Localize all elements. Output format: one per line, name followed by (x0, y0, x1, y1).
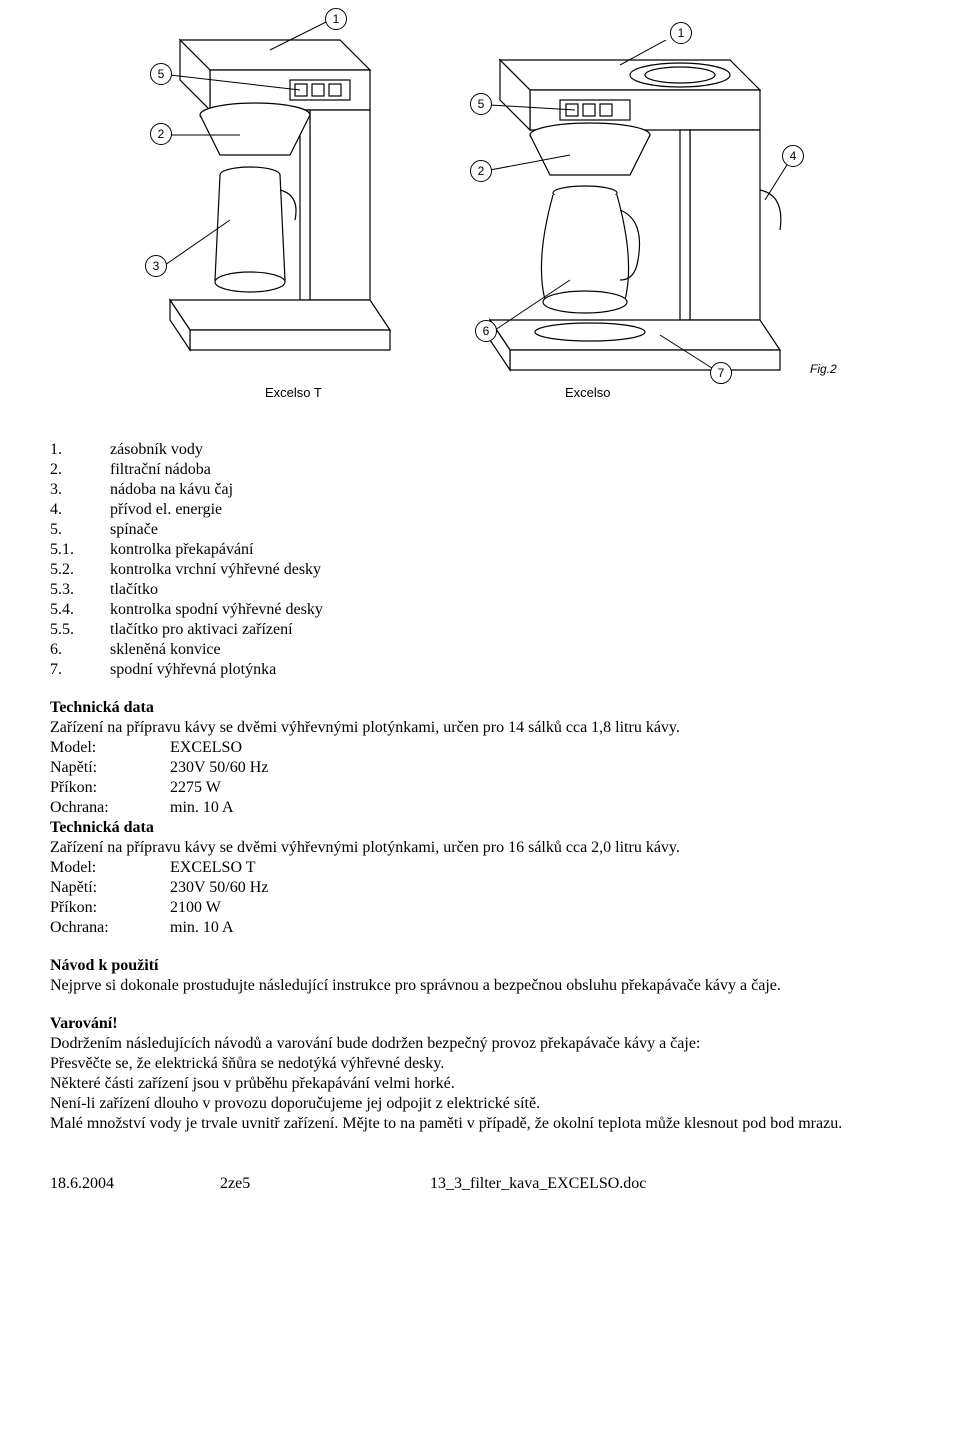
parts-row: 3.nádoba na kávu čaj (50, 480, 910, 500)
callout-r4: 4 (782, 145, 804, 167)
callout-r5: 5 (470, 93, 492, 115)
parts-row: 7.spodní výhřevná plotýnka (50, 660, 910, 680)
tech2-desc: Zařízení na přípravu kávy se dvěmi výhře… (50, 838, 910, 858)
spec-row: Napětí:230V 50/60 Hz (50, 758, 910, 778)
spec-key: Příkon: (50, 778, 170, 798)
spec-row: Příkon:2275 W (50, 778, 910, 798)
parts-text: filtrační nádoba (110, 460, 910, 480)
page-footer: 18.6.2004 2ze5 13_3_filter_kava_EXCELSO.… (50, 1174, 910, 1194)
machine-svg (460, 40, 790, 400)
callout-1: 1 (325, 8, 347, 30)
label-excelso: Excelso (565, 385, 611, 401)
warning-line: Dodržením následujících návodů a varován… (50, 1034, 910, 1054)
spec-val: EXCELSO (170, 738, 910, 758)
parts-row: 1.zásobník vody (50, 440, 910, 460)
product-diagram: 1 2 3 5 (110, 20, 910, 410)
parts-text: kontrolka překapávání (110, 540, 910, 560)
spec-key: Model: (50, 738, 170, 758)
parts-text: zásobník vody (110, 440, 910, 460)
parts-num: 5.3. (50, 580, 110, 600)
footer-date: 18.6.2004 (50, 1174, 220, 1194)
machine-excelso-t: 1 2 3 5 (140, 20, 400, 380)
fig-label: Fig.2 (810, 362, 837, 377)
tech1-desc: Zařízení na přípravu kávy se dvěmi výhře… (50, 718, 910, 738)
warning-line: Není-li zařízení dlouho v provozu doporu… (50, 1094, 910, 1114)
parts-row: 5.5.tlačítko pro aktivaci zařízení (50, 620, 910, 640)
parts-text: kontrolka vrchní výhřevné desky (110, 560, 910, 580)
callout-3: 3 (145, 255, 167, 277)
spec-val: min. 10 A (170, 918, 910, 938)
spec-val: min. 10 A (170, 798, 910, 818)
spec-key: Napětí: (50, 878, 170, 898)
parts-num: 5.1. (50, 540, 110, 560)
footer-page: 2ze5 (220, 1174, 430, 1194)
tech1-heading: Technická data (50, 698, 910, 718)
parts-text: přívod el. energie (110, 500, 910, 520)
parts-num: 2. (50, 460, 110, 480)
parts-text: skleněná konvice (110, 640, 910, 660)
parts-text: spodní výhřevná plotýnka (110, 660, 910, 680)
parts-row: 5.3.tlačítko (50, 580, 910, 600)
spec-val: 2275 W (170, 778, 910, 798)
spec-row: Model:EXCELSO T (50, 858, 910, 878)
parts-text: spínače (110, 520, 910, 540)
parts-num: 5.5. (50, 620, 110, 640)
callout-5: 5 (150, 63, 172, 85)
spec-val: EXCELSO T (170, 858, 910, 878)
machine-excelso: 1 2 4 5 6 7 (460, 40, 790, 400)
callout-r1: 1 (670, 22, 692, 44)
spec-val: 230V 50/60 Hz (170, 758, 910, 778)
parts-list: 1.zásobník vody2.filtrační nádoba3.nádob… (50, 440, 910, 680)
parts-text: nádoba na kávu čaj (110, 480, 910, 500)
parts-row: 4.přívod el. energie (50, 500, 910, 520)
parts-text: tlačítko pro aktivaci zařízení (110, 620, 910, 640)
warning-line: Malé množství vody je trvale uvnitř zaří… (50, 1114, 910, 1134)
footer-file: 13_3_filter_kava_EXCELSO.doc (430, 1174, 910, 1194)
parts-num: 4. (50, 500, 110, 520)
spec-row: Napětí:230V 50/60 Hz (50, 878, 910, 898)
spec-key: Model: (50, 858, 170, 878)
spec-key: Ochrana: (50, 918, 170, 938)
parts-row: 5.4.kontrolka spodní výhřevné desky (50, 600, 910, 620)
spec-row: Model:EXCELSO (50, 738, 910, 758)
callout-r7: 7 (710, 362, 732, 384)
tech2-heading: Technická data (50, 818, 910, 838)
callout-2: 2 (150, 123, 172, 145)
warning-heading: Varování! (50, 1014, 910, 1034)
parts-num: 5.4. (50, 600, 110, 620)
parts-num: 7. (50, 660, 110, 680)
usage-heading: Návod k použití (50, 956, 910, 976)
parts-num: 1. (50, 440, 110, 460)
warning-line: Přesvěčte se, že elektrická šňůra se ned… (50, 1054, 910, 1074)
parts-row: 5.2.kontrolka vrchní výhřevné desky (50, 560, 910, 580)
parts-num: 5.2. (50, 560, 110, 580)
spec-key: Příkon: (50, 898, 170, 918)
parts-text: tlačítko (110, 580, 910, 600)
spec-row: Příkon:2100 W (50, 898, 910, 918)
tech-data-1: Technická data Zařízení na přípravu kávy… (50, 698, 910, 818)
spec-row: Ochrana:min. 10 A (50, 918, 910, 938)
tech-data-2: Technická data Zařízení na přípravu kávy… (50, 818, 910, 938)
spec-val: 2100 W (170, 898, 910, 918)
parts-num: 3. (50, 480, 110, 500)
spec-key: Ochrana: (50, 798, 170, 818)
usage-section: Návod k použití Nejprve si dokonale pros… (50, 956, 910, 996)
parts-row: 5.spínače (50, 520, 910, 540)
parts-row: 5.1.kontrolka překapávání (50, 540, 910, 560)
spec-key: Napětí: (50, 758, 170, 778)
callout-r2: 2 (470, 160, 492, 182)
spec-val: 230V 50/60 Hz (170, 878, 910, 898)
usage-text: Nejprve si dokonale prostudujte následuj… (50, 976, 910, 996)
label-excelso-t: Excelso T (265, 385, 322, 401)
callout-r6: 6 (475, 320, 497, 342)
warning-line: Některé části zařízení jsou v průběhu př… (50, 1074, 910, 1094)
parts-row: 2.filtrační nádoba (50, 460, 910, 480)
parts-num: 6. (50, 640, 110, 660)
parts-row: 6.skleněná konvice (50, 640, 910, 660)
parts-num: 5. (50, 520, 110, 540)
machine-t-svg (140, 20, 400, 380)
parts-text: kontrolka spodní výhřevné desky (110, 600, 910, 620)
spec-row: Ochrana:min. 10 A (50, 798, 910, 818)
warning-section: Varování! Dodržením následujících návodů… (50, 1014, 910, 1134)
